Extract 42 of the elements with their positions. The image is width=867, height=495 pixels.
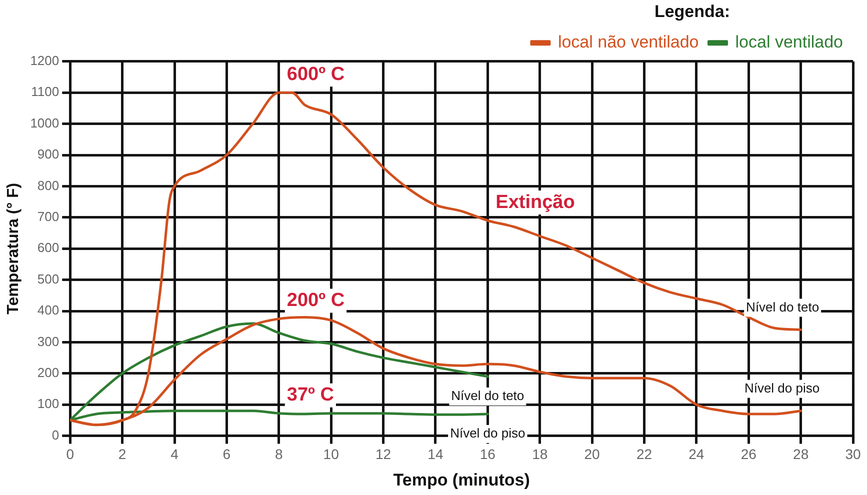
- annotation: 200º C: [286, 290, 345, 312]
- annotation: 600º C: [286, 64, 345, 85]
- y-axis-title: Temperatura (° F): [5, 182, 22, 314]
- x-tick-label: 8: [274, 446, 283, 462]
- y-tick-label: 1200: [30, 52, 60, 68]
- y-tick-label: 800: [37, 178, 60, 193]
- y-tick-label: 700: [37, 208, 60, 224]
- x-tick-label: 22: [636, 446, 652, 462]
- legend-label: local ventilado: [735, 32, 844, 52]
- x-tick-label: 20: [584, 446, 600, 462]
- y-tick-label: 900: [37, 146, 60, 162]
- x-tick-label: 24: [688, 446, 704, 462]
- y-tick-label: 400: [37, 302, 60, 318]
- x-tick-label: 0: [66, 446, 74, 462]
- y-tick-label: 0: [52, 427, 60, 442]
- x-tick-label: 16: [480, 446, 496, 462]
- x-tick-label: 4: [170, 446, 179, 462]
- x-tick-label: 2: [118, 446, 126, 462]
- x-tick-label: 28: [793, 446, 809, 462]
- x-tick-label: 14: [428, 446, 444, 462]
- y-tick-label: 300: [37, 334, 60, 349]
- y-tick-label: 200: [37, 364, 60, 380]
- annotation: Nível do piso: [744, 380, 820, 396]
- y-tick-label: 500: [37, 271, 60, 286]
- annotation: Extinção: [496, 192, 575, 213]
- x-tick-label: 10: [323, 446, 340, 462]
- annotation: Nível do teto: [746, 299, 820, 314]
- legend-title: Legenda:: [654, 2, 730, 22]
- annotation: 37º C: [286, 384, 334, 406]
- x-tick-label: 18: [532, 446, 548, 462]
- y-tick-label: 1100: [31, 84, 60, 100]
- x-tick-label: 12: [375, 446, 392, 462]
- annotation: Nível do teto: [451, 388, 524, 404]
- y-tick-label: 100: [37, 396, 60, 412]
- x-axis-title: Tempo (minutos): [393, 470, 530, 490]
- y-tick-label: 600: [37, 240, 60, 256]
- x-tick-label: 30: [845, 446, 861, 462]
- x-tick-label: 6: [222, 446, 231, 462]
- x-tick-label: 26: [740, 446, 757, 462]
- y-tick-label: 1000: [30, 115, 60, 130]
- legend-label: local não ventilado: [558, 32, 699, 52]
- annotation: Nível do piso: [450, 426, 526, 441]
